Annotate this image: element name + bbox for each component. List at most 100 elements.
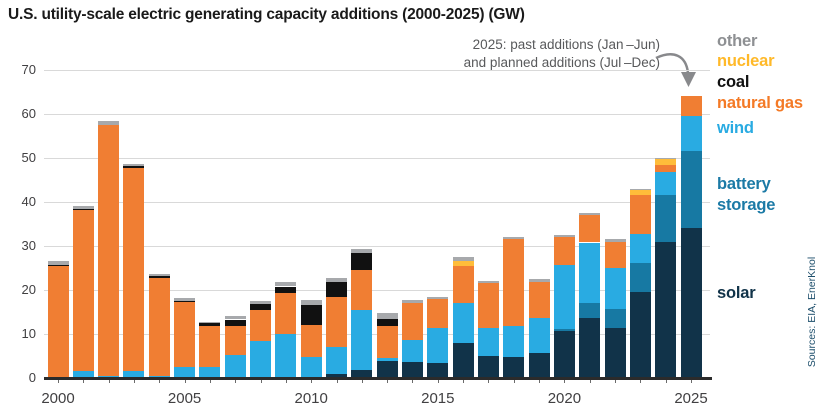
bar-2019-wind — [528, 317, 550, 353]
bar-2022-solar — [604, 327, 626, 378]
bar-2020-solar — [553, 330, 575, 378]
bar-2011-solar — [326, 374, 348, 378]
bar-2019-other — [528, 279, 550, 282]
bar-2006-other — [199, 321, 221, 324]
bar-2007-wind — [224, 355, 246, 378]
bar-2001-wind — [72, 370, 94, 378]
x-tick-label-2005: 2005 — [167, 390, 202, 407]
annotation-arrow-icon — [655, 53, 696, 87]
x-tick-2012 — [361, 380, 363, 383]
bar-2025-natural_gas — [680, 96, 702, 117]
bar-2023-solar — [629, 292, 651, 378]
bar-2010-coal — [300, 304, 322, 325]
bar-2000-natural_gas — [47, 265, 69, 378]
bar-2012-other — [351, 249, 373, 254]
annotation-line1: 2025: past additions (Jan –Jun) — [472, 37, 660, 52]
x-tick-2013 — [387, 380, 389, 383]
bar-2014-solar — [401, 362, 423, 378]
x-tick-label-2010: 2010 — [294, 390, 328, 407]
bar-2024-other — [655, 157, 677, 160]
bar-2015-wind — [427, 327, 449, 364]
legend-item-other: other — [717, 32, 758, 50]
bar-2002-natural_gas — [98, 125, 120, 377]
x-tick-label-2000: 2000 — [41, 390, 75, 407]
y-tick-label-30: 30 — [21, 238, 36, 253]
bar-2023-nuclear — [629, 190, 651, 196]
annotation-2025: 2025: past additions (Jan –Jun) and plan… — [300, 36, 660, 72]
bar-2012-solar — [351, 369, 373, 378]
bar-2024-nuclear — [655, 159, 677, 165]
bar-2018-other — [503, 237, 525, 240]
source-credit: Sources: EIA, EnerKnol — [806, 256, 818, 368]
x-tick-label-2025: 2025 — [674, 390, 708, 407]
bar-2021-other — [579, 213, 601, 216]
bar-2001-natural_gas — [72, 210, 94, 371]
bar-2025-solar — [680, 228, 702, 378]
y-tick-label-20: 20 — [21, 282, 36, 297]
bar-2020-battery_storage — [553, 329, 575, 331]
bar-2024-natural_gas — [655, 164, 677, 172]
bar-2006-wind — [199, 367, 221, 378]
bar-2009-wind — [275, 334, 297, 378]
annotation-line2: and planned additions (Jul –Dec) — [463, 54, 660, 70]
bar-2009-other — [275, 282, 297, 287]
bar-2021-battery_storage — [579, 302, 601, 318]
legend-item-coal: coal — [717, 73, 750, 91]
bar-2019-natural_gas — [528, 281, 550, 318]
bar-2020-natural_gas — [553, 237, 575, 265]
x-tick-2004 — [159, 380, 161, 383]
x-tick-2017 — [488, 380, 490, 383]
bar-2024-solar — [655, 241, 677, 378]
bar-2002-other — [98, 120, 120, 126]
bar-2005-coal — [174, 300, 196, 302]
x-tick-2006 — [209, 380, 211, 383]
bar-2013-coal — [376, 319, 398, 326]
bar-2023-natural_gas — [629, 195, 651, 234]
gridline-50 — [44, 158, 710, 159]
gridline-60 — [44, 114, 710, 115]
x-tick-label-2015: 2015 — [421, 390, 455, 407]
x-tick-2007 — [235, 380, 237, 383]
bar-2017-natural_gas — [477, 283, 499, 328]
x-tick-2016 — [463, 380, 465, 383]
x-tick-2022 — [615, 380, 617, 383]
bar-2022-other — [604, 239, 626, 242]
bar-2015-other — [427, 296, 449, 300]
bar-2021-wind — [579, 242, 601, 303]
bar-2020-wind — [553, 264, 575, 330]
bar-2007-other — [224, 315, 246, 320]
plot-area — [44, 70, 710, 378]
bar-2018-natural_gas — [503, 239, 525, 326]
bar-2022-battery_storage — [604, 309, 626, 328]
bar-2006-natural_gas — [199, 325, 221, 367]
bar-2000-other — [47, 261, 69, 265]
bar-2013-natural_gas — [376, 325, 398, 358]
bar-2014-natural_gas — [401, 302, 423, 341]
bar-2022-natural_gas — [604, 241, 626, 268]
bar-2009-coal — [275, 286, 297, 294]
bar-2007-coal — [224, 319, 246, 327]
bar-2018-solar — [503, 356, 525, 378]
bar-2003-other — [123, 163, 145, 167]
bar-2008-natural_gas — [250, 310, 272, 342]
y-tick-label-50: 50 — [21, 150, 36, 165]
x-tick-2005 — [184, 380, 186, 383]
chart-title: U.S. utility-scale electric generating c… — [8, 6, 525, 23]
bar-2016-wind — [452, 303, 474, 343]
x-tick-2024 — [665, 380, 667, 383]
bar-2007-natural_gas — [224, 326, 246, 356]
bar-2004-other — [148, 273, 170, 277]
bar-2012-wind — [351, 309, 373, 370]
bar-2015-solar — [427, 363, 449, 378]
bar-2021-solar — [579, 317, 601, 378]
x-tick-2002 — [108, 380, 110, 383]
bar-2025-wind — [680, 116, 702, 152]
legend-item-solar: solar — [717, 284, 756, 302]
bar-2008-wind — [250, 341, 272, 378]
gridline-20 — [44, 290, 710, 291]
x-tick-2000 — [58, 380, 59, 383]
x-tick-2003 — [133, 380, 135, 383]
bar-2011-wind — [326, 347, 348, 375]
legend-item-wind: wind — [717, 119, 754, 137]
